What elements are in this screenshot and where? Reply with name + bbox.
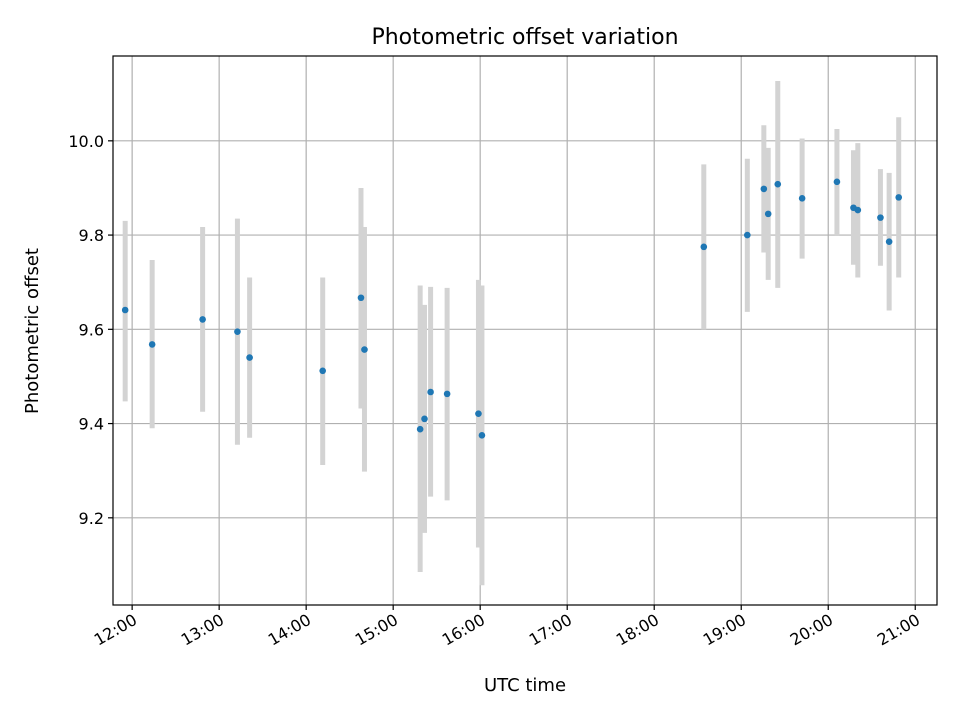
data-point <box>700 243 708 251</box>
y-tick-label: 9.8 <box>79 226 104 245</box>
data-point <box>421 415 428 423</box>
data-point <box>121 306 129 314</box>
data-point <box>760 185 768 193</box>
data-point <box>764 210 772 218</box>
x-tick-label: 14:00 <box>265 610 314 650</box>
data-point <box>199 316 206 323</box>
data-point <box>234 328 241 335</box>
data-point <box>148 341 156 348</box>
data-point <box>361 346 368 353</box>
data-point <box>744 231 751 239</box>
y-axis-ticks: 9.2 9.4 9.6 9.8 10.0 <box>68 132 113 528</box>
data-point <box>877 214 884 221</box>
data-point <box>885 238 893 245</box>
y-tick-label: 9.4 <box>79 415 104 434</box>
x-tick-label: 20:00 <box>787 610 836 650</box>
data-point <box>774 180 782 188</box>
data-point <box>798 195 806 202</box>
x-tick-label: 13:00 <box>178 610 227 650</box>
y-tick-label: 10.0 <box>68 132 104 151</box>
data-point <box>416 425 424 433</box>
data-point <box>833 178 841 186</box>
data-point <box>895 194 903 201</box>
x-tick-label: 18:00 <box>613 610 662 650</box>
x-tick-label: 17:00 <box>526 610 575 650</box>
y-axis-label: Photometric offset <box>22 248 43 414</box>
data-point <box>319 367 326 375</box>
x-axis-ticks: 12:00 13:00 14:00 15:00 16:00 17:00 18:00 19:00… <box>91 605 923 650</box>
x-tick-label: 12:00 <box>91 610 140 650</box>
x-axis-label: UTC time <box>484 675 566 696</box>
x-tick-label: 21:00 <box>874 610 923 650</box>
x-tick-label: 19:00 <box>700 610 749 650</box>
point-layer <box>121 178 903 439</box>
data-point <box>475 410 482 417</box>
y-tick-label: 9.6 <box>79 320 104 339</box>
data-point <box>357 294 365 302</box>
y-tick-label: 9.2 <box>79 509 104 528</box>
data-point <box>443 390 451 398</box>
plot-frame <box>112 55 938 606</box>
x-tick-label: 15:00 <box>352 610 401 650</box>
data-point <box>854 206 862 214</box>
data-point <box>427 388 434 396</box>
data-point <box>246 354 253 361</box>
chart-title: Photometric offset variation <box>371 25 678 50</box>
data-point <box>478 432 486 439</box>
errorbar-layer <box>122 80 902 586</box>
x-tick-label: 16:00 <box>439 610 488 650</box>
